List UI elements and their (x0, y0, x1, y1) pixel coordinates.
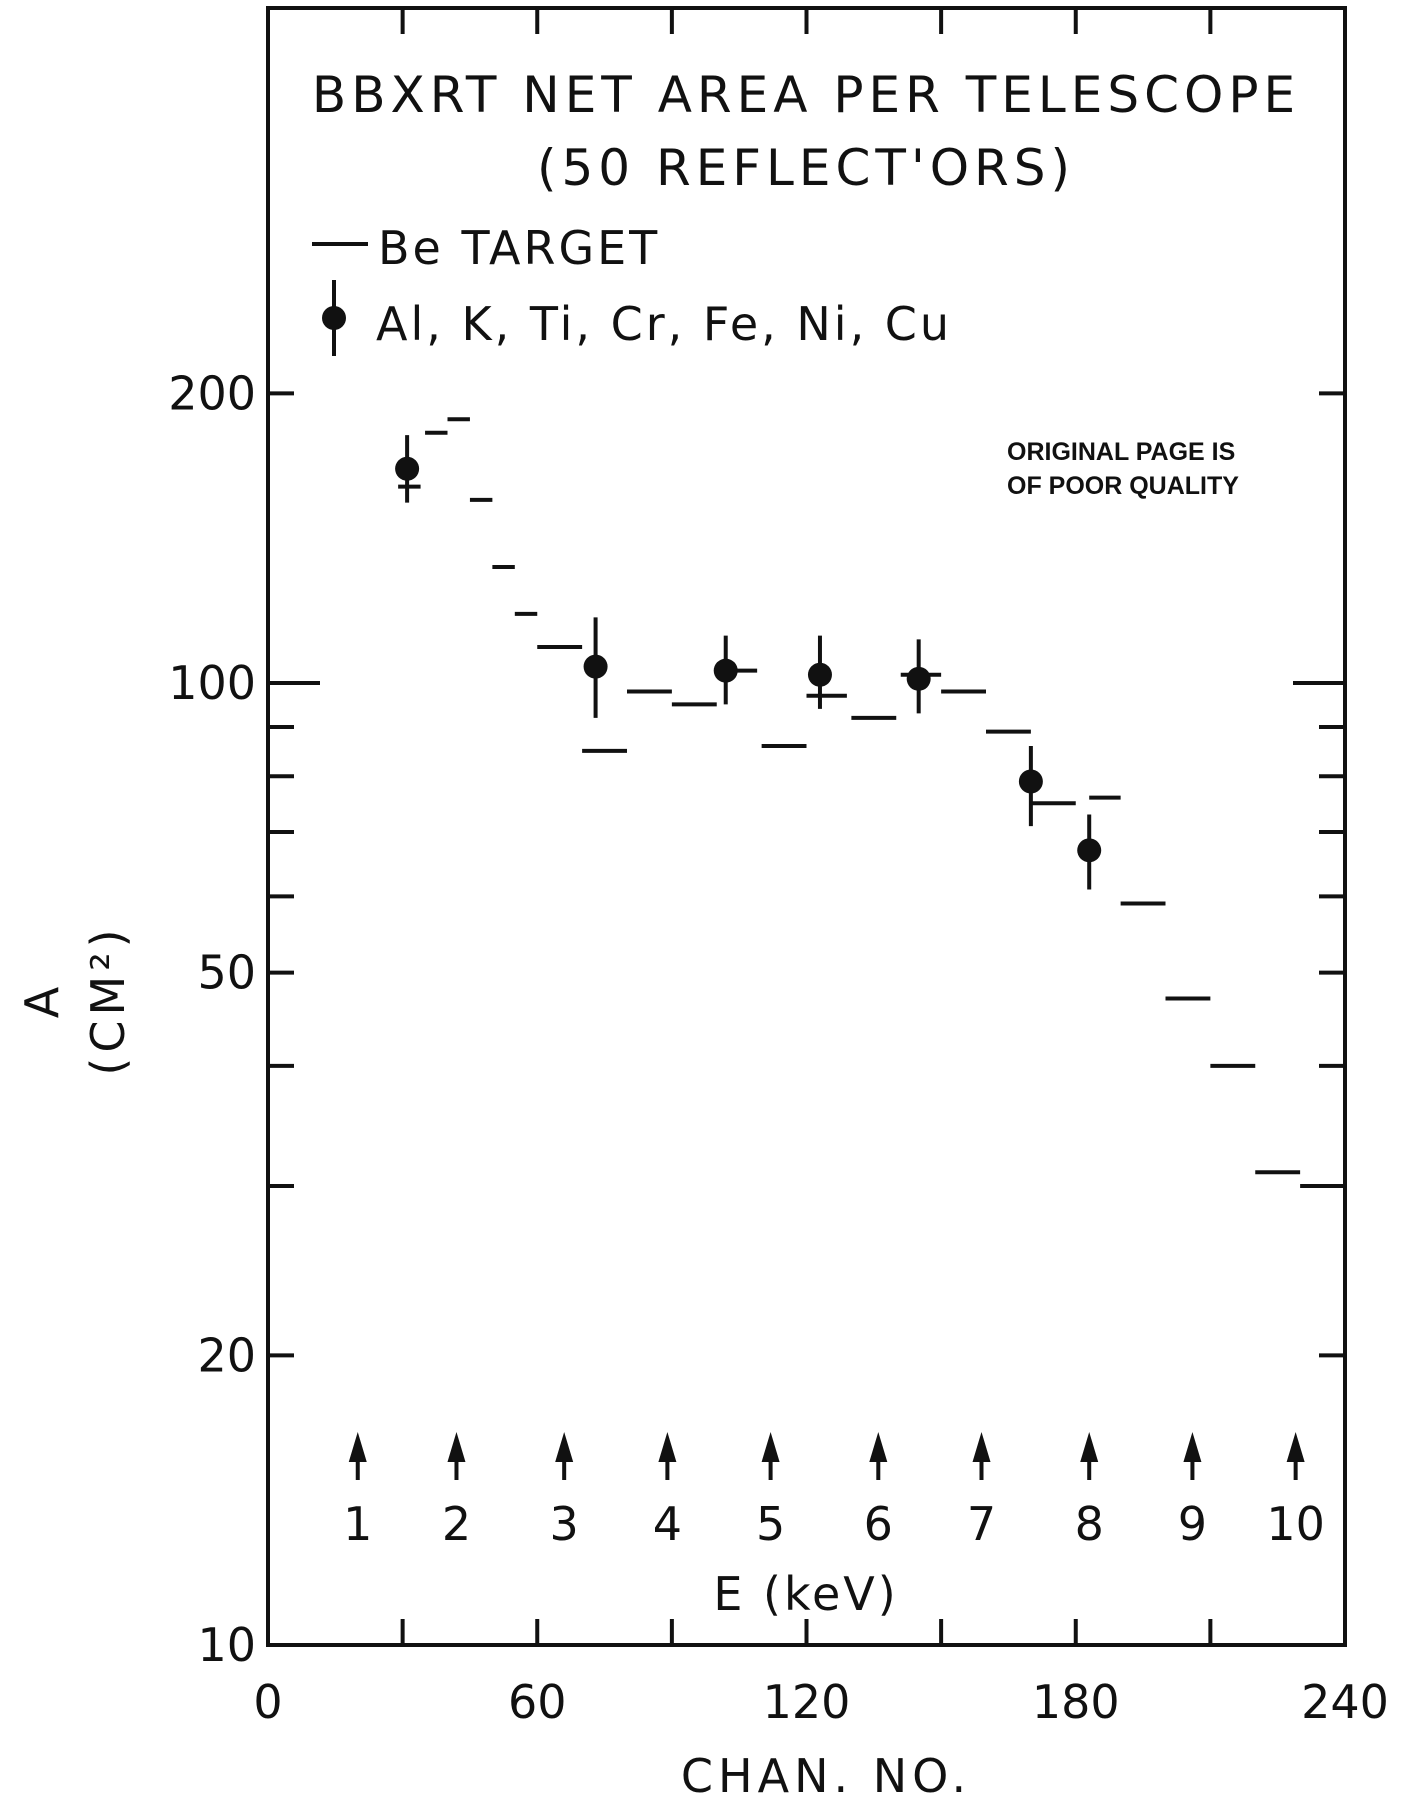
data-point (1018, 746, 1076, 827)
x-axis-title: CHAN. NO. (681, 1749, 971, 1803)
energy-arrow-head (555, 1432, 574, 1462)
y-tick-label: 20 (197, 1328, 256, 1382)
y-axis-title: A (CM²) (15, 924, 135, 1075)
legend: Be TARGET Al, K, Ti, Cr, Fe, Ni, Cu (312, 221, 952, 356)
energy-axis-label: E (keV) (713, 1567, 898, 1621)
data-point-marker (713, 658, 738, 683)
data-point-marker (583, 654, 608, 679)
axis-ticks (268, 8, 1345, 1647)
energy-marker: 2 (442, 1432, 471, 1551)
chart-title: BBXRT NET AREA PER TELESCOPE (312, 66, 1300, 124)
energy-arrow-head (658, 1432, 677, 1462)
x-tick-label: 120 (763, 1675, 851, 1729)
energy-arrow-head (869, 1432, 888, 1462)
energy-marker: 5 (756, 1432, 785, 1551)
quality-note-line2: OF POOR QUALITY (1007, 472, 1239, 500)
legend-label-elements: Al, K, Ti, Cr, Fe, Ni, Cu (376, 297, 952, 351)
energy-tick-label: 10 (1266, 1497, 1325, 1551)
energy-arrow-head (761, 1432, 780, 1462)
legend-label-be-target: Be TARGET (378, 221, 660, 275)
x-tick-label: 180 (1032, 1675, 1120, 1729)
y-tick-label: 200 (168, 366, 256, 420)
energy-tick-label: 3 (550, 1497, 579, 1551)
energy-marker: 10 (1266, 1432, 1325, 1551)
energy-tick-label: 8 (1075, 1497, 1104, 1551)
energy-marker: 8 (1075, 1432, 1104, 1551)
x-tick-label: 0 (253, 1675, 282, 1729)
energy-tick-label: 2 (442, 1497, 471, 1551)
be-target-series (425, 417, 1345, 1189)
data-point (1077, 795, 1121, 890)
data-point (713, 635, 758, 705)
energy-arrow-head (972, 1432, 991, 1462)
energy-tick-label: 4 (653, 1497, 682, 1551)
energy-arrow-head (348, 1432, 367, 1462)
energy-marker: 7 (967, 1432, 996, 1551)
data-point-marker (395, 456, 420, 481)
energy-axis: 1 2 3 4 5 6 7 8 9 10 (343, 1432, 1325, 1551)
y-axis-title-line2: (CM²) (81, 924, 135, 1075)
legend-point-swatch (322, 306, 346, 330)
chart-subtitle: (50 REFLECT'ORS) (537, 139, 1075, 197)
y-tick-label: 50 (197, 946, 256, 1000)
y-tick-labels: 10 20 50 100 200 (168, 366, 256, 1672)
y-tick-label: 100 (168, 656, 256, 710)
energy-tick-label: 9 (1178, 1497, 1207, 1551)
data-point-marker (1018, 769, 1043, 794)
y-axis-title-line1: A (15, 982, 69, 1018)
x-tick-labels: 0 60 120 180 240 (253, 1675, 1389, 1729)
x-tick-label: 240 (1301, 1675, 1389, 1729)
energy-marker: 4 (653, 1432, 682, 1551)
energy-tick-label: 5 (756, 1497, 785, 1551)
energy-tick-label: 1 (343, 1497, 372, 1551)
energy-tick-label: 6 (864, 1497, 893, 1551)
data-point (583, 617, 608, 718)
data-point-marker (807, 662, 832, 687)
energy-arrow-head (1080, 1432, 1099, 1462)
data-point-marker (1077, 838, 1102, 863)
energy-marker: 6 (864, 1432, 893, 1551)
energy-tick-label: 7 (967, 1497, 996, 1551)
energy-marker: 9 (1178, 1432, 1207, 1551)
energy-marker: 3 (550, 1432, 579, 1551)
energy-arrow-head (1183, 1432, 1202, 1462)
energy-marker: 1 (343, 1432, 372, 1551)
y-tick-label: 10 (197, 1618, 256, 1672)
data-point-marker (906, 666, 931, 691)
data-point (806, 635, 847, 709)
element-points-series (395, 435, 1121, 890)
energy-arrow-head (447, 1432, 466, 1462)
data-point (900, 639, 942, 714)
energy-arrow-head (1286, 1432, 1305, 1462)
data-point (395, 435, 421, 503)
x-tick-label: 60 (508, 1675, 567, 1729)
quality-note-line1: ORIGINAL PAGE IS (1007, 438, 1235, 466)
